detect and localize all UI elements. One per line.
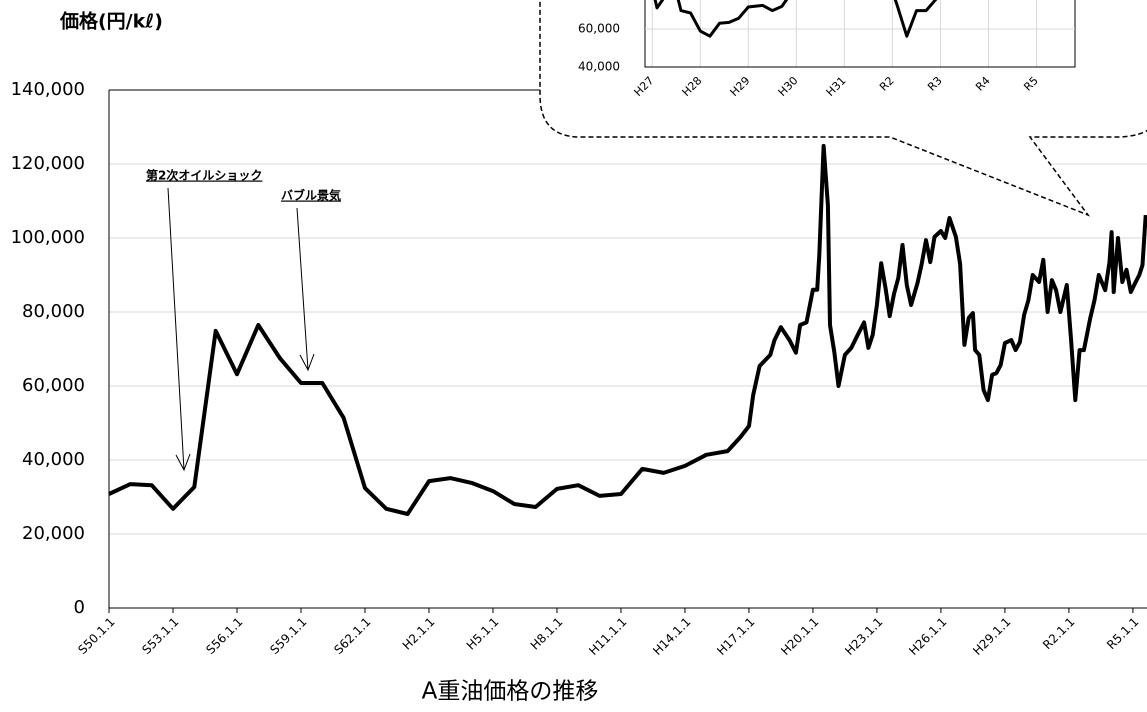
x-tick-label: S56.1.1 bbox=[203, 615, 245, 657]
y-axis-title: 価格(円/kℓ) bbox=[59, 10, 163, 33]
y-tick-label: 20,000 bbox=[22, 523, 85, 544]
x-tick-label: H17.1.1 bbox=[714, 615, 757, 658]
x-tick-label: H23.1.1 bbox=[842, 615, 885, 658]
y-tick-label: 60,000 bbox=[22, 375, 85, 396]
x-tick-label: S50.1.1 bbox=[75, 615, 117, 657]
x-tick-label: H20.1.1 bbox=[778, 615, 821, 658]
chart-title: A重油価格の推移 bbox=[422, 679, 599, 705]
x-tick-label: H11.1.1 bbox=[586, 615, 629, 658]
inset-y-tick-label: 40,000 bbox=[578, 60, 620, 74]
y-tick-label: 80,000 bbox=[22, 301, 85, 322]
annotation-arrow bbox=[167, 187, 191, 472]
y-tick-label: 100,000 bbox=[11, 227, 85, 248]
x-tick-label: H26.1.1 bbox=[906, 615, 949, 658]
annotation: バブル景気 bbox=[281, 188, 341, 203]
inset-y-tick-label: 60,000 bbox=[578, 22, 620, 36]
inset-frame bbox=[644, 0, 1076, 68]
x-tick-label: H8.1.1 bbox=[528, 615, 566, 653]
annotation: 第2次オイルショック bbox=[146, 168, 262, 183]
x-tick-label: R5.1.1 bbox=[1104, 615, 1141, 652]
y-tick-label: 140,000 bbox=[11, 79, 85, 100]
x-tick-label: S62.1.1 bbox=[331, 615, 373, 657]
x-tick-label: S59.1.1 bbox=[267, 615, 309, 657]
x-tick-label: H14.1.1 bbox=[650, 615, 693, 658]
x-tick-label: H2.1.1 bbox=[400, 615, 438, 653]
annotation-arrow bbox=[296, 207, 315, 372]
y-tick-label: 40,000 bbox=[22, 449, 85, 470]
x-tick-label: H5.1.1 bbox=[464, 615, 502, 653]
y-tick-label: 120,000 bbox=[11, 153, 85, 174]
x-tick-label: H29.1.1 bbox=[970, 615, 1013, 658]
x-tick-label: S53.1.1 bbox=[139, 615, 181, 657]
y-tick-label: 0 bbox=[74, 597, 85, 618]
x-tick-label: R2.1.1 bbox=[1040, 615, 1077, 652]
price-line bbox=[108, 143, 1147, 516]
